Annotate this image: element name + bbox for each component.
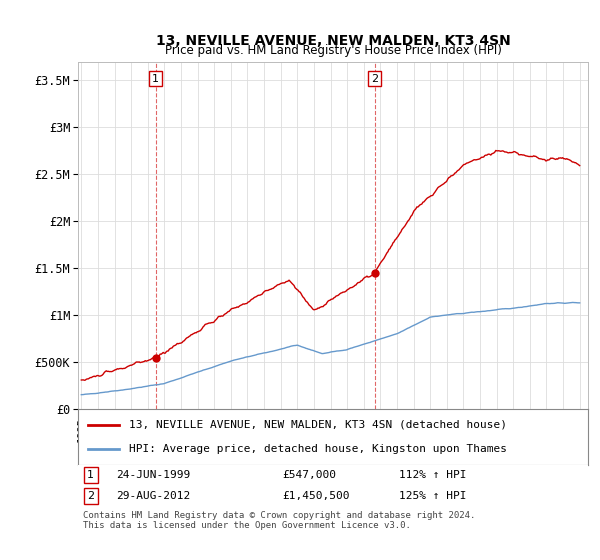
Text: Price paid vs. HM Land Registry's House Price Index (HPI): Price paid vs. HM Land Registry's House … xyxy=(164,44,502,57)
Text: Contains HM Land Registry data © Crown copyright and database right 2024.
This d: Contains HM Land Registry data © Crown c… xyxy=(83,511,475,530)
Text: 13, NEVILLE AVENUE, NEW MALDEN, KT3 4SN (detached house): 13, NEVILLE AVENUE, NEW MALDEN, KT3 4SN … xyxy=(129,419,507,430)
Text: 125% ↑ HPI: 125% ↑ HPI xyxy=(400,491,467,501)
Text: £1,450,500: £1,450,500 xyxy=(282,491,349,501)
Text: 2: 2 xyxy=(371,73,378,83)
Text: 1: 1 xyxy=(152,73,159,83)
Text: 112% ↑ HPI: 112% ↑ HPI xyxy=(400,470,467,480)
Text: 24-JUN-1999: 24-JUN-1999 xyxy=(116,470,191,480)
Text: 13, NEVILLE AVENUE, NEW MALDEN, KT3 4SN: 13, NEVILLE AVENUE, NEW MALDEN, KT3 4SN xyxy=(155,34,511,48)
Text: £547,000: £547,000 xyxy=(282,470,336,480)
Text: 1: 1 xyxy=(87,470,94,480)
Text: HPI: Average price, detached house, Kingston upon Thames: HPI: Average price, detached house, King… xyxy=(129,444,507,454)
Text: 29-AUG-2012: 29-AUG-2012 xyxy=(116,491,191,501)
Text: 2: 2 xyxy=(87,491,94,501)
